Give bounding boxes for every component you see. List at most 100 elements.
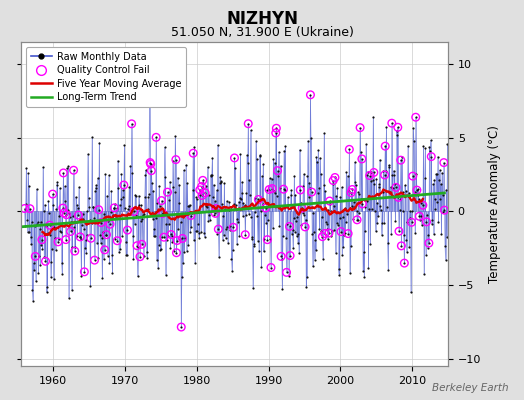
Point (126, 163, 135, 169)
Point (202, 203, 211, 210)
Point (82, 250, 90, 257)
Point (36, 262, 45, 268)
Point (409, 173, 417, 179)
Point (440, 159, 448, 166)
Point (79, 210, 87, 217)
Point (424, 240, 433, 246)
Point (375, 181, 384, 188)
Point (280, 186, 289, 193)
Point (128, 170, 136, 176)
Point (439, 209, 447, 215)
Point (431, 205, 440, 212)
Point (290, 215, 298, 222)
Point (43, 230, 52, 236)
Point (174, 200, 183, 206)
Point (123, 252, 131, 258)
Point (385, 162, 393, 168)
Point (47, 274, 55, 280)
Point (371, 208, 379, 214)
Point (411, 230, 419, 236)
Point (60, 210, 68, 216)
Point (316, 170, 325, 177)
Point (443, 141, 452, 148)
Point (175, 182, 183, 188)
Point (397, 243, 406, 249)
Point (167, 231, 176, 238)
Point (91, 188, 100, 195)
Point (26, 206, 34, 212)
Point (42, 289, 51, 295)
Point (24, 170, 32, 176)
Point (147, 161, 155, 167)
Point (54, 239, 62, 245)
Point (305, 185, 314, 191)
Point (161, 174, 169, 180)
Point (332, 193, 341, 200)
Point (205, 212, 214, 218)
Point (99, 229, 107, 235)
Point (187, 212, 195, 219)
Point (81, 245, 89, 252)
Point (160, 234, 168, 240)
Point (419, 202, 427, 208)
Point (267, 264, 275, 271)
Point (154, 265, 162, 271)
Point (293, 214, 301, 220)
Point (20, 205, 29, 212)
Point (152, 134, 160, 140)
Point (86, 283, 94, 290)
Point (59, 205, 67, 211)
Point (319, 256, 327, 262)
Point (172, 156, 180, 163)
Point (236, 151, 245, 158)
Point (21, 201, 30, 207)
Point (325, 198, 334, 204)
Point (341, 205, 349, 212)
Point (67, 218, 75, 225)
Point (182, 162, 190, 168)
Point (105, 260, 114, 267)
Point (69, 167, 78, 174)
Point (388, 120, 396, 126)
Point (194, 221, 202, 228)
Point (322, 219, 330, 226)
Point (47, 259, 56, 265)
Point (354, 189, 363, 195)
Point (227, 256, 236, 262)
Point (348, 186, 356, 193)
Point (424, 240, 433, 246)
Point (113, 238, 122, 244)
Point (156, 203, 164, 209)
Point (221, 235, 230, 242)
Point (271, 190, 279, 197)
Point (168, 239, 177, 246)
Point (123, 227, 132, 233)
Point (381, 168, 390, 174)
Point (316, 154, 324, 161)
Point (400, 260, 409, 266)
Point (298, 205, 306, 211)
Point (233, 216, 242, 222)
Point (398, 189, 407, 196)
Point (364, 168, 372, 175)
Point (89, 204, 97, 210)
Point (296, 187, 304, 193)
Point (386, 184, 395, 190)
Point (235, 233, 244, 239)
Point (108, 270, 117, 276)
Point (109, 212, 117, 218)
Point (303, 172, 312, 179)
Point (202, 183, 210, 190)
Point (158, 234, 166, 240)
Point (186, 228, 194, 235)
Point (157, 198, 166, 204)
Point (216, 174, 224, 180)
Point (232, 202, 240, 208)
Point (51, 234, 59, 241)
Point (77, 236, 85, 242)
Point (104, 253, 112, 259)
Point (212, 187, 221, 194)
Point (247, 214, 255, 220)
Point (55, 213, 63, 219)
Point (54, 236, 63, 242)
